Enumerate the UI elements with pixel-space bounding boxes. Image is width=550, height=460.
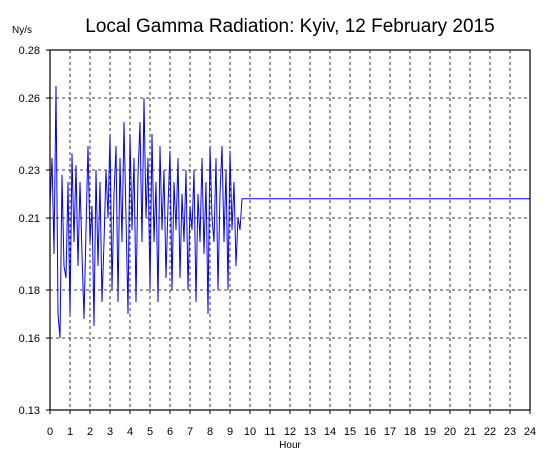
axis-ticks: 0 1 2 3 4 5 6 7 8 9 10 11 12 13 14 15 16 17 18 19 20 21 22 23 24… xyxy=(19,45,537,438)
y-tick-label: 0.26 xyxy=(19,93,40,105)
x-tick-label: 0 xyxy=(47,426,53,438)
x-tick-label: 8 xyxy=(207,426,213,438)
x-tick-label: 4 xyxy=(127,426,133,438)
x-tick-label: 6 xyxy=(167,426,173,438)
y-tick-label: 0.28 xyxy=(19,45,40,57)
y-tick-label: 0.23 xyxy=(19,165,40,177)
series-line xyxy=(49,85,530,339)
y-axis-label: Ny/s xyxy=(12,25,32,36)
x-tick-label: 15 xyxy=(344,426,356,438)
x-tick-label: 16 xyxy=(364,426,376,438)
x-tick-label: 12 xyxy=(284,426,296,438)
x-tick-label: 13 xyxy=(304,426,316,438)
y-tick-label: 0.16 xyxy=(19,333,40,345)
x-axis-label: Hour xyxy=(279,440,301,451)
plot-area xyxy=(49,85,530,339)
x-tick-label: 19 xyxy=(424,426,436,438)
y-tick-label: 0.21 xyxy=(19,213,40,225)
x-tick-label: 20 xyxy=(444,426,456,438)
chart-title: Local Gamma Radiation: Kyiv, 12 February… xyxy=(85,16,494,37)
y-tick-label: 0.13 xyxy=(19,405,40,417)
x-tick-label: 5 xyxy=(147,426,153,438)
y-tick-label: 0.18 xyxy=(19,285,40,297)
x-tick-label: 18 xyxy=(404,426,416,438)
x-tick-label: 17 xyxy=(384,426,396,438)
x-tick-label: 1 xyxy=(67,426,73,438)
x-tick-label: 9 xyxy=(227,426,233,438)
grid-lines xyxy=(50,50,530,410)
x-tick-label: 22 xyxy=(484,426,496,438)
x-tick-label: 10 xyxy=(244,426,256,438)
x-tick-label: 11 xyxy=(264,426,275,438)
x-tick-label: 3 xyxy=(107,426,113,438)
x-tick-label: 23 xyxy=(504,426,516,438)
x-tick-label: 21 xyxy=(464,426,476,438)
x-tick-label: 14 xyxy=(324,426,336,438)
x-tick-label: 2 xyxy=(87,426,93,438)
x-tick-label: 24 xyxy=(524,426,536,438)
x-tick-label: 7 xyxy=(187,426,193,438)
plot-frame xyxy=(49,49,531,411)
